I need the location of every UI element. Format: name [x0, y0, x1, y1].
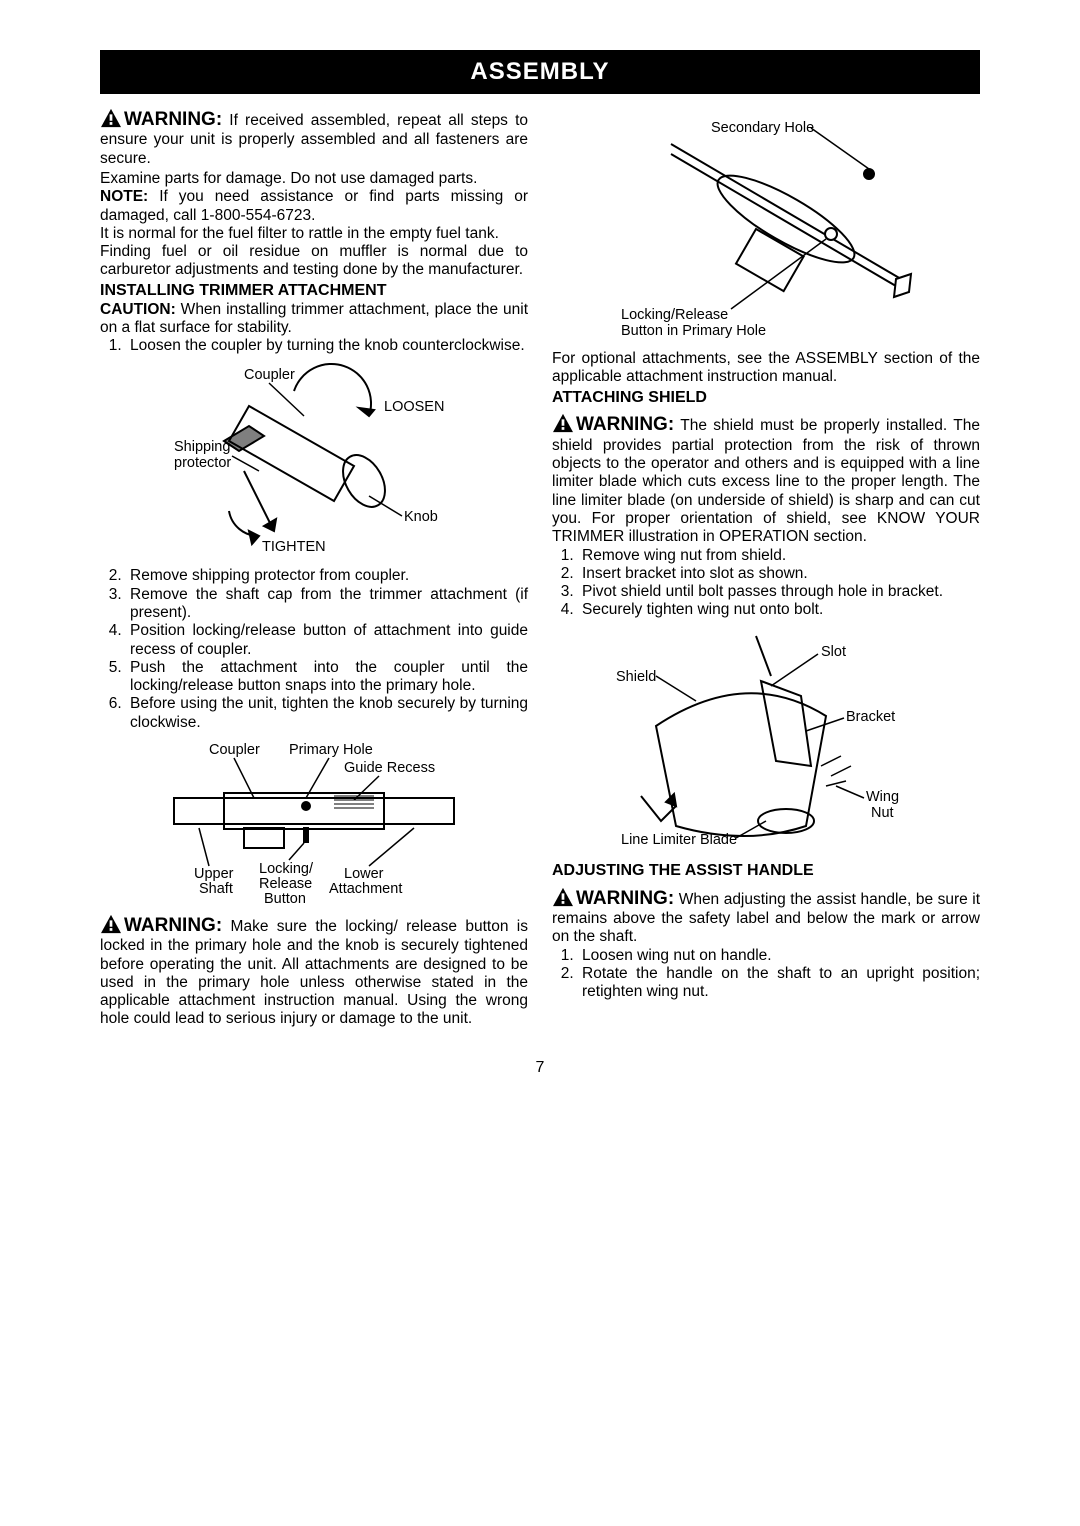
step: Remove the shaft cap from the trimmer at…: [126, 586, 528, 623]
adjust-steps: Loosen wing nut on handle. Rotate the ha…: [552, 947, 980, 1002]
fig4-bracket: Bracket: [846, 709, 895, 725]
fig3-secondary: Secondary Hole: [711, 120, 814, 136]
warning-icon: [100, 108, 122, 128]
shield-head: ATTACHING SHIELD: [552, 389, 980, 408]
install-steps-b: Remove shipping protector from coupler. …: [100, 567, 528, 732]
fig2-lock1: Locking/: [259, 861, 314, 877]
figure-shield: Shield Slot Bracket Wing Nut Line Limite…: [552, 626, 980, 856]
fig2-upper1: Upper: [194, 866, 234, 882]
warning-label: WARNING:: [576, 888, 674, 909]
fig4-wing1: Wing: [866, 789, 899, 805]
step: Rotate the handle on the shaft to an upr…: [578, 965, 980, 1002]
fig2-coupler: Coupler: [209, 742, 260, 758]
step: Loosen wing nut on handle.: [578, 947, 980, 965]
rattle-text: It is normal for the fuel filter to ratt…: [100, 225, 528, 243]
warning-icon: [100, 914, 122, 934]
fig4-shield: Shield: [616, 669, 656, 685]
fig1-shipping1: Shipping: [174, 439, 230, 455]
fig3-lock2: Button in Primary Hole: [621, 323, 766, 339]
step: Pivot shield until bolt passes through h…: [578, 583, 980, 601]
caution-label: CAUTION:: [100, 301, 176, 318]
fig1-shipping2: protector: [174, 455, 231, 471]
note-label: NOTE:: [100, 188, 148, 205]
step: Securely tighten wing nut onto bolt.: [578, 601, 980, 619]
step: Loosen the coupler by turning the knob c…: [126, 337, 528, 355]
columns: WARNING: If received assembled, repeat a…: [100, 108, 980, 1029]
fig2-primary: Primary Hole: [289, 742, 373, 758]
fig2-upper2: Shaft: [199, 881, 233, 897]
fig1-coupler: Coupler: [244, 367, 295, 383]
install-head: INSTALLING TRIMMER ATTACHMENT: [100, 282, 528, 301]
right-column: Secondary Hole Locking/Release Button in…: [552, 108, 980, 1029]
fig2-lock2: Release: [259, 876, 312, 892]
warning-icon: [552, 413, 574, 433]
optional-text: For optional attachments, see the ASSEMB…: [552, 350, 980, 387]
step: Insert bracket into slot as shown.: [578, 565, 980, 583]
left-column: WARNING: If received assembled, repeat a…: [100, 108, 528, 1029]
figure-coupler-shaft: Coupler Primary Hole Guide Recess U: [100, 738, 528, 908]
figure-secondary-hole: Secondary Hole Locking/Release Button in…: [552, 114, 980, 344]
step: Before using the unit, tighten the knob …: [126, 695, 528, 732]
warning-icon: [552, 887, 574, 907]
fig2-guide: Guide Recess: [344, 760, 435, 776]
residue-text: Finding fuel or oil residue on muffler i…: [100, 243, 528, 280]
step: Push the attachment into the coupler unt…: [126, 659, 528, 696]
fig2-lower1: Lower: [344, 866, 384, 882]
shield-steps: Remove wing nut from shield. Insert brac…: [552, 547, 980, 620]
warning-label: WARNING:: [124, 915, 222, 936]
step: Position locking/release button of attac…: [126, 622, 528, 659]
fig3-lock1: Locking/Release: [621, 307, 728, 323]
fig4-wing2: Nut: [871, 805, 894, 821]
install-steps-a: Loosen the coupler by turning the knob c…: [100, 337, 528, 355]
fig4-slot: Slot: [821, 644, 846, 660]
warning-label: WARNING:: [124, 109, 222, 130]
page-number: 7: [100, 1059, 980, 1077]
title-bar: ASSEMBLY: [100, 50, 980, 94]
step: Remove shipping protector from coupler.: [126, 567, 528, 585]
fig1-tighten: TIGHTEN: [262, 539, 326, 555]
warning-label: WARNING:: [576, 414, 674, 435]
note-text: If you need assistance or find parts mis…: [100, 188, 528, 223]
fig2-lock3: Button: [264, 891, 306, 907]
warn3-text: The shield must be properly installed. T…: [552, 417, 980, 545]
page: ASSEMBLY WARNING: If received assembled,…: [0, 0, 1080, 1117]
fig2-lower2: Attachment: [329, 881, 402, 897]
examine-text: Examine parts for damage. Do not use dam…: [100, 170, 528, 188]
adjust-head: ADJUSTING THE ASSIST HANDLE: [552, 862, 980, 881]
step: Remove wing nut from shield.: [578, 547, 980, 565]
figure-coupler-knob: Coupler LOOSEN Shipping protector Knob T…: [100, 361, 528, 561]
fig1-loosen: LOOSEN: [384, 399, 444, 415]
fig1-knob: Knob: [404, 509, 438, 525]
